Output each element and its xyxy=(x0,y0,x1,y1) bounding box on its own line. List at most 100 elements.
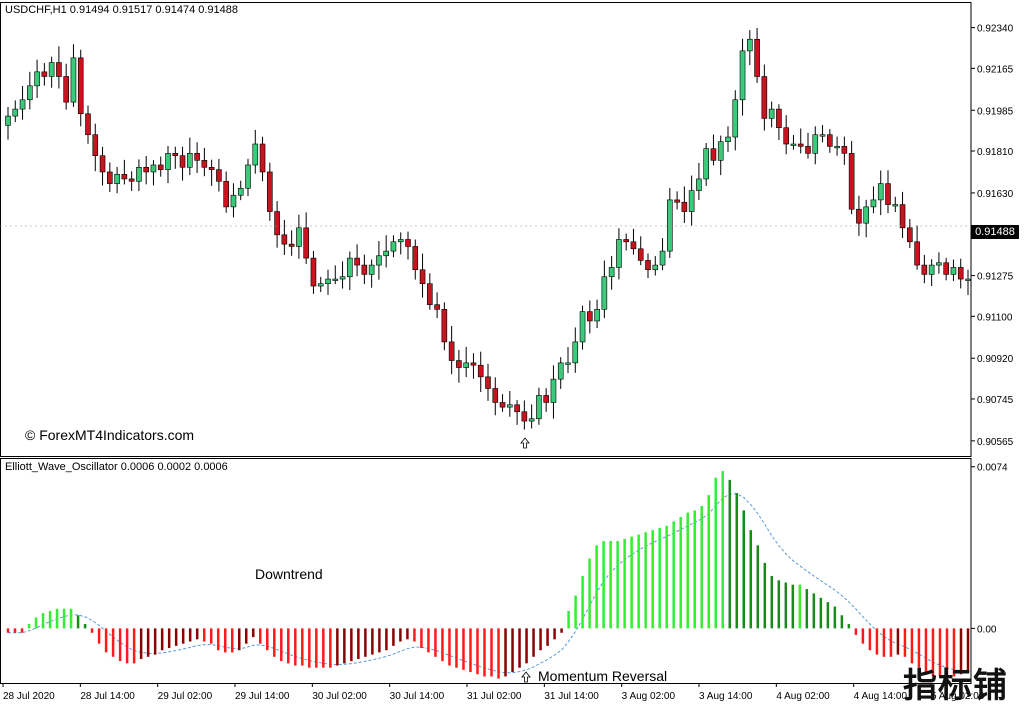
price-tick-label: 0.91985 xyxy=(977,106,1014,117)
candle-body xyxy=(543,395,549,403)
candle-body xyxy=(368,264,375,275)
candle-body xyxy=(674,199,680,203)
candle-body xyxy=(165,153,171,170)
candle-body xyxy=(296,227,302,247)
candle-body xyxy=(172,153,179,156)
candle-body xyxy=(376,255,382,266)
candle-body xyxy=(332,278,339,281)
candle-body xyxy=(128,178,135,182)
candle-body xyxy=(834,146,840,149)
candle-body xyxy=(536,395,542,420)
candle-body xyxy=(805,146,811,154)
price-tick-label: 0.92340 xyxy=(977,24,1014,35)
candle-body xyxy=(819,134,826,137)
momentum-reversal-annotation: Momentum Reversal xyxy=(538,668,668,684)
candle-body xyxy=(390,241,397,252)
candle-body xyxy=(136,167,142,182)
candle-body xyxy=(274,211,280,236)
candle-body xyxy=(288,243,295,247)
candle-body xyxy=(587,311,593,322)
candle-body xyxy=(957,267,964,280)
price-tick-label: 0.91630 xyxy=(977,189,1014,200)
candle-body xyxy=(310,257,317,287)
candle-body xyxy=(557,362,564,380)
candle-body xyxy=(899,204,906,229)
osc-tick-label: 0.0074 xyxy=(977,463,1008,474)
symbol-ohlc-label: USDCHF,H1 0.91494 0.91517 0.91474 0.9148… xyxy=(5,4,239,16)
time-tick-label: 5 Aug 02:00 xyxy=(931,691,985,702)
candle-body xyxy=(521,411,528,422)
candle-body xyxy=(645,260,651,271)
candle-body xyxy=(143,167,149,173)
candle-body xyxy=(768,108,775,119)
price-tick-label: 0.90565 xyxy=(977,437,1014,448)
candle-body xyxy=(85,113,91,136)
time-tick-label: 30 Jul 02:00 xyxy=(312,691,367,702)
candle-body xyxy=(797,143,804,147)
candle-body xyxy=(892,204,899,207)
price-tick-label: 0.92165 xyxy=(977,64,1014,75)
candle-body xyxy=(107,171,113,184)
candle-body xyxy=(710,148,717,161)
candle-body xyxy=(688,190,695,212)
candle-body xyxy=(848,153,855,210)
candle-body xyxy=(317,283,324,287)
candle-body xyxy=(936,262,942,266)
candle-body xyxy=(696,178,702,191)
candle-body xyxy=(303,227,309,259)
candle-body xyxy=(841,146,848,154)
candle-body xyxy=(441,309,448,343)
candle-body xyxy=(877,183,884,201)
time-tick-label: 3 Aug 02:00 xyxy=(622,691,676,702)
price-tick-label: 0.90745 xyxy=(977,395,1014,406)
candle-body xyxy=(914,241,920,266)
candle-body xyxy=(608,267,615,278)
price-tick-label: 0.91100 xyxy=(977,312,1013,323)
time-tick-label: 28 Jul 14:00 xyxy=(80,691,135,702)
osc-reversal-arrow-icon xyxy=(521,671,531,683)
candle-body xyxy=(616,239,622,268)
candle-body xyxy=(754,38,760,77)
candle-body xyxy=(739,50,746,101)
candle-body xyxy=(863,206,869,224)
candle-body xyxy=(339,276,346,280)
candle-body xyxy=(456,360,462,368)
candle-body xyxy=(48,62,55,77)
candle-body xyxy=(623,239,629,243)
candle-body xyxy=(950,267,957,275)
signal-line xyxy=(8,493,969,674)
candle-body xyxy=(63,76,69,103)
candle-body xyxy=(667,199,673,252)
candle-body xyxy=(361,264,368,275)
time-tick-label: 31 Jul 02:00 xyxy=(467,691,522,702)
candle-body xyxy=(761,76,768,119)
candle-body xyxy=(397,239,404,243)
candle-body xyxy=(907,227,913,243)
candle-body xyxy=(281,234,288,245)
price-tick-label: 0.90920 xyxy=(977,354,1014,365)
candle-body xyxy=(245,164,251,189)
candle-body xyxy=(885,183,891,205)
candle-body xyxy=(383,250,389,257)
time-tick-label: 28 Jul 2020 xyxy=(3,691,55,702)
candle-body xyxy=(230,194,237,208)
candle-body xyxy=(550,378,557,403)
candle-body xyxy=(827,134,833,147)
candle-body xyxy=(405,239,411,247)
candle-body xyxy=(470,362,477,366)
brand-logo-text: 指标铺 xyxy=(903,666,1008,706)
candle-body xyxy=(56,62,62,77)
time-tick-label: 4 Aug 02:00 xyxy=(776,691,830,702)
candle-body xyxy=(434,304,440,310)
candle-body xyxy=(354,257,360,266)
candle-body xyxy=(965,278,971,281)
candle-body xyxy=(514,404,520,413)
time-tick-label: 30 Jul 14:00 xyxy=(390,691,445,702)
candle-body xyxy=(267,171,273,212)
candle-body xyxy=(208,167,215,170)
candle-body xyxy=(216,169,222,182)
candle-body xyxy=(870,199,877,208)
candle-body xyxy=(427,283,433,305)
time-tick-label: 29 Jul 02:00 xyxy=(158,691,213,702)
candle-body xyxy=(201,160,208,168)
